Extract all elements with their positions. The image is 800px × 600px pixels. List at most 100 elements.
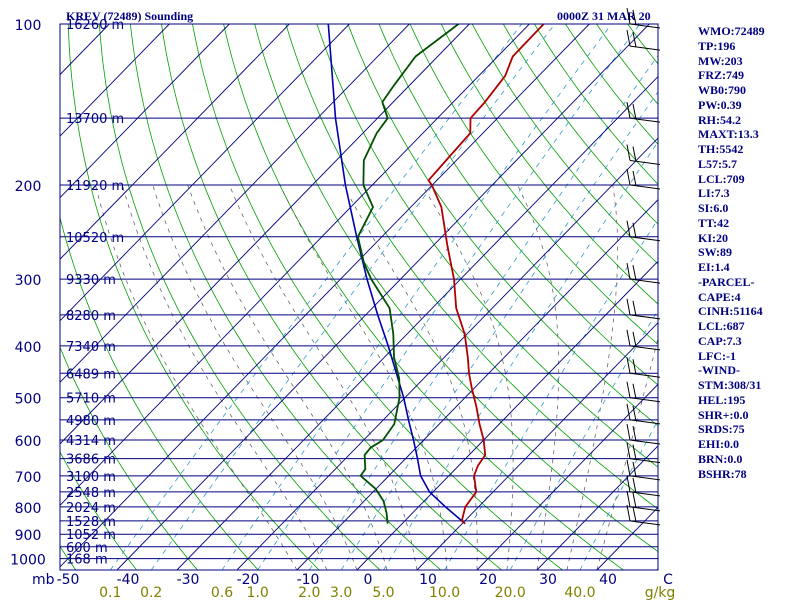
- stat-item: BRN:0.0: [698, 451, 743, 466]
- wind-barb-staff: [629, 117, 661, 123]
- saturated-adiabat: [421, 184, 514, 570]
- wind-barb: [626, 102, 661, 123]
- dry-adiabat: [98, 24, 381, 570]
- wind-barb: [626, 30, 661, 51]
- wind-barb-staff: [629, 278, 661, 284]
- wind-barb-flag: [626, 298, 631, 315]
- dry-adiabat: [60, 216, 259, 570]
- stat-item: HEL:195: [698, 392, 746, 407]
- isotherm: [60, 24, 290, 260]
- stat-item: PW:0.39: [698, 97, 742, 112]
- wind-barb-flag: [632, 425, 637, 442]
- wind-barb-flag: [626, 459, 631, 476]
- mixing-ratio-label: 10.0: [429, 585, 460, 600]
- stat-item: LI:7.3: [698, 186, 730, 201]
- height-label: 1052 m: [66, 528, 116, 543]
- wind-barb-flag: [632, 170, 637, 187]
- mixing-ratio-line: [150, 24, 556, 570]
- stat-item: -PARCEL-: [698, 274, 755, 289]
- wind-barb-flag: [632, 300, 637, 316]
- isotherm: [60, 24, 410, 383]
- stat-item: LFC:-1: [698, 348, 736, 363]
- stat-item: TT:42: [698, 215, 730, 230]
- isotherm: [60, 24, 350, 322]
- wind-barb-flag: [632, 383, 637, 399]
- wind-barb-staff: [629, 491, 661, 497]
- stat-item: LCL:687: [698, 319, 745, 333]
- wind-barb-staff: [629, 372, 661, 378]
- dry-adiabat: [0, 24, 15, 570]
- wind-barb-flag: [626, 263, 631, 280]
- wind-barb-flag: [626, 329, 631, 346]
- wind-barb: [626, 329, 661, 351]
- stat-item: CINH:51164: [698, 304, 763, 319]
- wind-barb-staff: [629, 314, 661, 320]
- stat-item: SI:6.0: [698, 201, 729, 215]
- mixing-ratio-line: [509, 309, 658, 570]
- dry-adiabat: [440, 24, 658, 305]
- mixing-ratio-label: 5.0: [372, 585, 394, 600]
- temperature-tick-label: -40: [117, 572, 140, 588]
- dry-adiabat: [67, 24, 320, 570]
- stat-item: RH:54.2: [698, 112, 741, 127]
- stat-item: LCL:709: [698, 171, 745, 186]
- wind-barb: [626, 7, 661, 29]
- mixing-ratio-line: [579, 419, 658, 570]
- isotherm: [176, 75, 658, 570]
- wind-barb-flag: [632, 405, 637, 421]
- wind-barb-flag: [626, 168, 631, 186]
- wind-barb-flag: [632, 265, 637, 281]
- wind-barb-flag: [626, 423, 631, 441]
- wind-barb-staff: [629, 345, 661, 351]
- mixing-ratio-line: [340, 91, 658, 570]
- stat-item: L57:5.7: [698, 156, 737, 171]
- pressure-tick-label: 100: [15, 18, 42, 34]
- wind-barb: [626, 144, 661, 165]
- height-label: 10520 m: [66, 231, 124, 246]
- stat-item: CAP:7.3: [698, 333, 742, 348]
- pressure-tick-label: 500: [15, 392, 42, 408]
- stat-item: BSHR:78: [698, 466, 747, 481]
- wind-barb-flag: [632, 222, 637, 238]
- isotherm: [236, 137, 658, 570]
- isotherm: [296, 199, 658, 570]
- height-label: 5710 m: [66, 392, 116, 407]
- isotherm: [60, 24, 590, 568]
- isotherm: [356, 260, 658, 570]
- dry-adiabat: [60, 346, 198, 570]
- stat-item: KI:20: [698, 230, 728, 245]
- dry-adiabat: [161, 24, 502, 570]
- wind-barb-flag: [626, 144, 631, 161]
- mixing-ratio-line: [257, 24, 641, 570]
- wind-barb-staff: [629, 419, 661, 425]
- pressure-unit-label: mb: [32, 572, 55, 588]
- height-label: 11920 m: [66, 179, 124, 194]
- wind-barb: [626, 442, 661, 464]
- dry-adiabat: [409, 24, 658, 345]
- height-label: 3100 m: [66, 470, 116, 485]
- wind-barb: [626, 423, 661, 445]
- wind-barb-flag: [626, 403, 631, 420]
- height-label: 13700 m: [66, 112, 124, 127]
- isotherm: [536, 445, 658, 570]
- mixing-ratio-line: [109, 24, 523, 570]
- wind-barb-flag: [626, 442, 631, 459]
- isotherm: [476, 383, 658, 570]
- stat-item: TH:5542: [698, 142, 744, 156]
- wind-barb-staff: [629, 159, 661, 165]
- isotherm: [60, 24, 230, 199]
- dry-adiabat: [254, 24, 658, 553]
- saturated-adiabat: [342, 184, 478, 570]
- height-label: 2024 m: [66, 501, 116, 516]
- wind-barb-flag: [632, 9, 637, 26]
- height-label: 4314 m: [66, 434, 116, 449]
- stat-item: EHI:0.0: [698, 437, 740, 451]
- mixing-ratio-line: [308, 54, 658, 570]
- wind-barb-staff: [629, 458, 661, 464]
- dry-adiabat: [60, 545, 77, 570]
- temperature-tick-label: -10: [297, 572, 320, 588]
- stat-item: SW:89: [698, 245, 733, 260]
- temperature-tick-label: C: [663, 572, 673, 588]
- wind-barb-flag: [632, 331, 637, 348]
- wind-barb: [626, 298, 661, 320]
